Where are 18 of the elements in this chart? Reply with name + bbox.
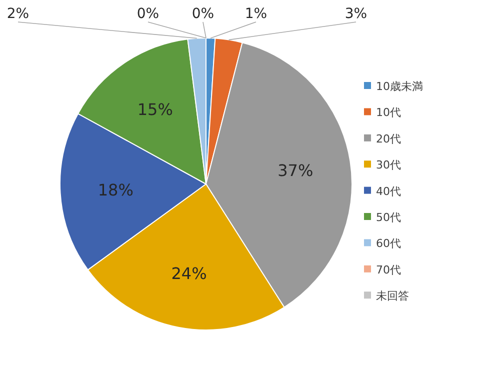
legend-label: 70代 [376,263,401,276]
data-label: 37% [278,160,314,180]
legend-label: 未回答 [376,290,409,303]
data-label: 18% [98,180,134,200]
legend-label: 40代 [376,184,401,198]
legend-label: 20代 [376,132,401,146]
data-label: 24% [171,264,207,283]
legend-label: 50代 [376,211,401,224]
data-label: 2% [6,6,30,22]
text: 0% [136,6,160,22]
data-label: 3% [344,6,368,22]
legend-label: 60代 [376,237,401,250]
legend-label: 10歳未満 [376,80,423,93]
legend-label: 30代 [376,158,401,172]
data-label: 15% [137,100,173,120]
data-label: 1% [244,6,268,22]
legend-label: 10代 [376,106,401,120]
text: 0% [192,6,214,22]
